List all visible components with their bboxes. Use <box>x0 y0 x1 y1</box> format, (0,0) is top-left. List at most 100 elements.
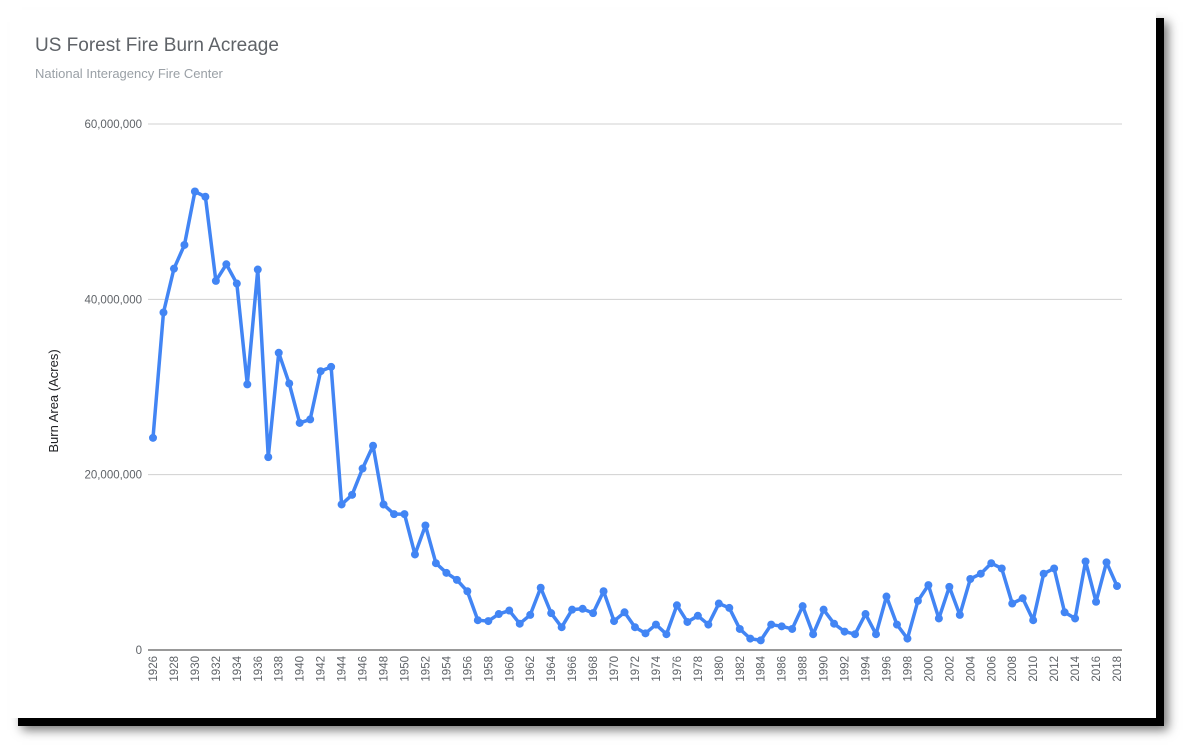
data-point[interactable] <box>788 624 797 633</box>
data-point[interactable] <box>809 630 818 639</box>
data-point[interactable] <box>903 634 912 643</box>
data-point[interactable] <box>536 583 545 592</box>
data-point[interactable] <box>431 559 440 568</box>
data-point[interactable] <box>169 264 178 273</box>
data-point[interactable] <box>316 367 325 376</box>
data-point[interactable] <box>494 610 503 619</box>
data-point[interactable] <box>369 441 378 450</box>
data-point[interactable] <box>1102 558 1111 567</box>
data-point[interactable] <box>149 433 157 442</box>
data-point[interactable] <box>505 606 514 615</box>
data-point[interactable] <box>620 608 629 617</box>
data-point[interactable] <box>641 629 650 638</box>
data-point[interactable] <box>190 187 199 196</box>
data-point[interactable] <box>683 617 692 626</box>
data-point[interactable] <box>861 610 870 619</box>
data-point[interactable] <box>211 276 220 285</box>
data-point[interactable] <box>997 564 1006 573</box>
data-point[interactable] <box>243 380 252 389</box>
data-point[interactable] <box>955 610 964 619</box>
data-point[interactable] <box>872 630 880 639</box>
data-point[interactable] <box>693 611 702 620</box>
data-point[interactable] <box>159 308 168 317</box>
x-tick-label: 1942 <box>316 656 328 682</box>
data-point[interactable] <box>913 596 922 605</box>
data-point[interactable] <box>662 630 671 639</box>
data-point[interactable] <box>337 500 346 509</box>
data-point[interactable] <box>568 605 577 614</box>
data-point[interactable] <box>1018 594 1027 603</box>
data-point[interactable] <box>253 265 262 274</box>
data-point[interactable] <box>1050 564 1059 573</box>
data-point[interactable] <box>201 192 210 201</box>
data-point[interactable] <box>327 362 336 371</box>
data-point[interactable] <box>1029 616 1038 625</box>
data-point[interactable] <box>610 617 619 626</box>
data-point[interactable] <box>892 620 901 629</box>
data-point[interactable] <box>704 620 713 629</box>
data-point[interactable] <box>180 240 189 249</box>
data-point[interactable] <box>421 521 430 530</box>
data-point[interactable] <box>578 604 587 613</box>
data-point[interactable] <box>777 622 786 631</box>
data-point[interactable] <box>651 620 660 629</box>
data-point[interactable] <box>819 605 828 614</box>
data-point[interactable] <box>830 619 839 628</box>
x-tick-label: 1954 <box>441 655 453 681</box>
data-point[interactable] <box>725 603 734 612</box>
data-point[interactable] <box>452 575 461 584</box>
data-point[interactable] <box>222 260 231 269</box>
data-point[interactable] <box>840 627 849 636</box>
data-point[interactable] <box>442 568 451 577</box>
data-point[interactable] <box>756 636 765 645</box>
data-point[interactable] <box>390 510 398 519</box>
data-point[interactable] <box>735 624 744 633</box>
data-point[interactable] <box>410 550 419 559</box>
data-point[interactable] <box>1092 597 1101 606</box>
data-point[interactable] <box>484 617 493 626</box>
x-tick-label: 1938 <box>274 656 286 682</box>
data-point[interactable] <box>798 602 807 611</box>
data-point[interactable] <box>966 574 975 583</box>
data-point[interactable] <box>1081 557 1090 566</box>
data-point[interactable] <box>1071 614 1080 623</box>
data-point[interactable] <box>672 601 681 610</box>
data-point[interactable] <box>882 592 891 601</box>
data-point[interactable] <box>557 623 566 632</box>
data-point[interactable] <box>526 610 535 619</box>
data-point[interactable] <box>589 609 598 618</box>
data-point[interactable] <box>1008 599 1017 608</box>
data-point[interactable] <box>348 490 357 499</box>
data-point[interactable] <box>1060 608 1069 617</box>
data-point[interactable] <box>746 634 755 643</box>
y-axis-label: Burn Area (Acres) <box>46 349 61 452</box>
data-point[interactable] <box>274 348 283 357</box>
data-point[interactable] <box>1039 569 1048 578</box>
data-point[interactable] <box>515 619 524 628</box>
data-point[interactable] <box>599 587 608 596</box>
data-point[interactable] <box>306 415 315 424</box>
data-point[interactable] <box>285 379 294 388</box>
data-point[interactable] <box>547 609 556 618</box>
data-point[interactable] <box>400 510 409 519</box>
data-point[interactable] <box>295 418 304 427</box>
x-tick-label: 2004 <box>965 655 977 681</box>
data-point[interactable] <box>232 279 241 288</box>
data-point[interactable] <box>1113 582 1121 591</box>
data-point[interactable] <box>358 464 367 473</box>
data-point[interactable] <box>264 453 273 462</box>
data-point[interactable] <box>924 581 933 590</box>
data-point[interactable] <box>767 620 776 629</box>
data-point[interactable] <box>463 587 472 596</box>
data-point[interactable] <box>976 569 985 578</box>
data-point[interactable] <box>631 623 639 632</box>
x-tick-label: 1926 <box>148 656 160 682</box>
data-point[interactable] <box>934 614 943 623</box>
data-point[interactable] <box>945 582 954 591</box>
data-point[interactable] <box>987 559 996 568</box>
data-point[interactable] <box>379 500 388 509</box>
data-point[interactable] <box>714 599 723 608</box>
data-point[interactable] <box>473 616 482 625</box>
series-burn-area <box>149 187 1121 645</box>
data-point[interactable] <box>851 630 860 639</box>
